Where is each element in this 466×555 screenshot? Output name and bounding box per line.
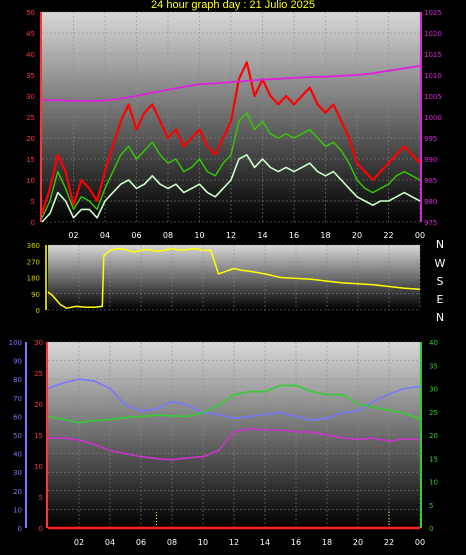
humidity-tick-label: 60: [13, 413, 22, 421]
direction-tick-label: 90: [31, 291, 40, 299]
rain-tick-label: 20: [429, 432, 438, 440]
wind-panel-hour-label: 20: [352, 231, 362, 240]
wind-tick-label: 25: [26, 114, 35, 122]
compass-label: S: [437, 275, 444, 288]
temperature-tick-label: 0: [39, 525, 43, 533]
wind-tick-label: 45: [26, 30, 35, 38]
dewpoint-line: [48, 427, 421, 461]
wind-panel-hour-label: 16: [289, 231, 299, 240]
wind-tick-label: 35: [26, 72, 35, 80]
temperature-line: [47, 384, 421, 424]
temperature-panel-hour-label: 14: [260, 538, 270, 547]
wind-tick-label: 20: [26, 135, 35, 143]
rain-tick-label: 35: [429, 362, 438, 370]
humidity-tick-label: 70: [13, 395, 22, 403]
temperature-panel-hour-label: 20: [353, 538, 363, 547]
rain-tick-label: 30: [429, 386, 438, 394]
pressure-tick-label: 995: [424, 135, 437, 143]
pressure-tick-label: 1015: [424, 51, 442, 59]
temperature-panel-hour-label: 16: [291, 538, 301, 547]
pressure-tick-label: 1005: [424, 93, 442, 101]
wind-tick-label: 15: [26, 156, 35, 164]
humidity-tick-label: 50: [13, 432, 22, 440]
wind-tick-label: 50: [26, 9, 35, 17]
temperature-panel-hour-label: 18: [322, 538, 332, 547]
temperature-panel-hour-label: 02: [74, 538, 84, 547]
wind-tick-label: 40: [26, 51, 35, 59]
humidity-tick-label: 10: [13, 506, 22, 514]
rain-tick-label: 0: [429, 525, 433, 533]
wind-panel-hour-label: 04: [100, 231, 110, 240]
direction-line: [47, 247, 421, 309]
humidity-tick-label: 30: [13, 469, 22, 477]
humidity-tick-label: 40: [13, 451, 22, 459]
humidity-tick-label: 90: [13, 358, 22, 366]
pressure-tick-label: 990: [424, 156, 437, 164]
temperature-panel-hour-label: 22: [384, 538, 394, 547]
direction-tick-label: 180: [27, 275, 40, 283]
wind-panel-hour-label: 06: [131, 231, 141, 240]
temperature-panel-hour-label: 00: [415, 538, 425, 547]
direction-tick-label: 360: [27, 242, 40, 250]
compass-label: N: [436, 238, 444, 251]
compass-label: E: [437, 293, 444, 306]
wind-panel-hour-label: 22: [383, 231, 393, 240]
wind-tick-label: 0: [31, 219, 35, 227]
pressure-tick-label: 1010: [424, 72, 442, 80]
pressure-tick-label: 985: [424, 177, 437, 185]
gust-line: [40, 61, 421, 214]
wind-speed-line: [41, 154, 421, 223]
rain-tick-label: 10: [429, 479, 438, 487]
temperature-panel-hour-label: 06: [136, 538, 146, 547]
temperature-tick-label: 5: [39, 494, 43, 502]
direction-tick-label: 0: [36, 307, 40, 315]
temperature-tick-label: 20: [34, 401, 43, 409]
rain-tick-label: 40: [429, 339, 438, 347]
temperature-panel-hour-label: 04: [105, 538, 115, 547]
temperature-panel-hour-label: 10: [198, 538, 208, 547]
temperature-tick-label: 10: [34, 463, 43, 471]
wind-panel-hour-label: 18: [320, 231, 330, 240]
pressure-tick-label: 1020: [424, 30, 442, 38]
humidity-tick-label: 20: [13, 488, 22, 496]
temperature-tick-label: 15: [34, 432, 43, 440]
temperature-tick-label: 30: [34, 339, 43, 347]
pressure-tick-label: 1025: [424, 9, 442, 17]
temperature-tick-label: 25: [34, 370, 43, 378]
chart-title: 24 hour graph day : 21 Julio 2025: [151, 0, 315, 11]
compass-label: N: [436, 311, 444, 324]
wind-panel-hour-label: 14: [257, 231, 267, 240]
wind-panel-hour-label: 02: [68, 231, 78, 240]
pressure-line: [42, 64, 421, 102]
wind-tick-label: 10: [26, 177, 35, 185]
humidity-line: [47, 378, 421, 421]
humidity-tick-label: 80: [13, 376, 22, 384]
rain-tick-label: 15: [429, 455, 438, 463]
temperature-panel-hour-label: 12: [229, 538, 239, 547]
humidity-tick-label: 0: [18, 525, 22, 533]
pressure-tick-label: 980: [424, 198, 437, 206]
rain-tick-label: 25: [429, 409, 438, 417]
wind-panel-hour-label: 00: [415, 231, 425, 240]
direction-tick-label: 270: [27, 258, 40, 266]
rain-tick-label: 5: [429, 502, 433, 510]
wind-tick-label: 30: [26, 93, 35, 101]
wind-panel-hour-label: 10: [194, 231, 204, 240]
humidity-tick-label: 100: [9, 339, 22, 347]
compass-label: W: [435, 257, 446, 270]
wind-panel-hour-label: 08: [163, 231, 173, 240]
wind-tick-label: 5: [31, 198, 35, 206]
temperature-panel-hour-label: 08: [167, 538, 177, 547]
pressure-tick-label: 975: [424, 219, 437, 227]
pressure-tick-label: 1000: [424, 114, 442, 122]
wind-average-line: [41, 112, 421, 219]
wind-panel-hour-label: 12: [226, 231, 236, 240]
